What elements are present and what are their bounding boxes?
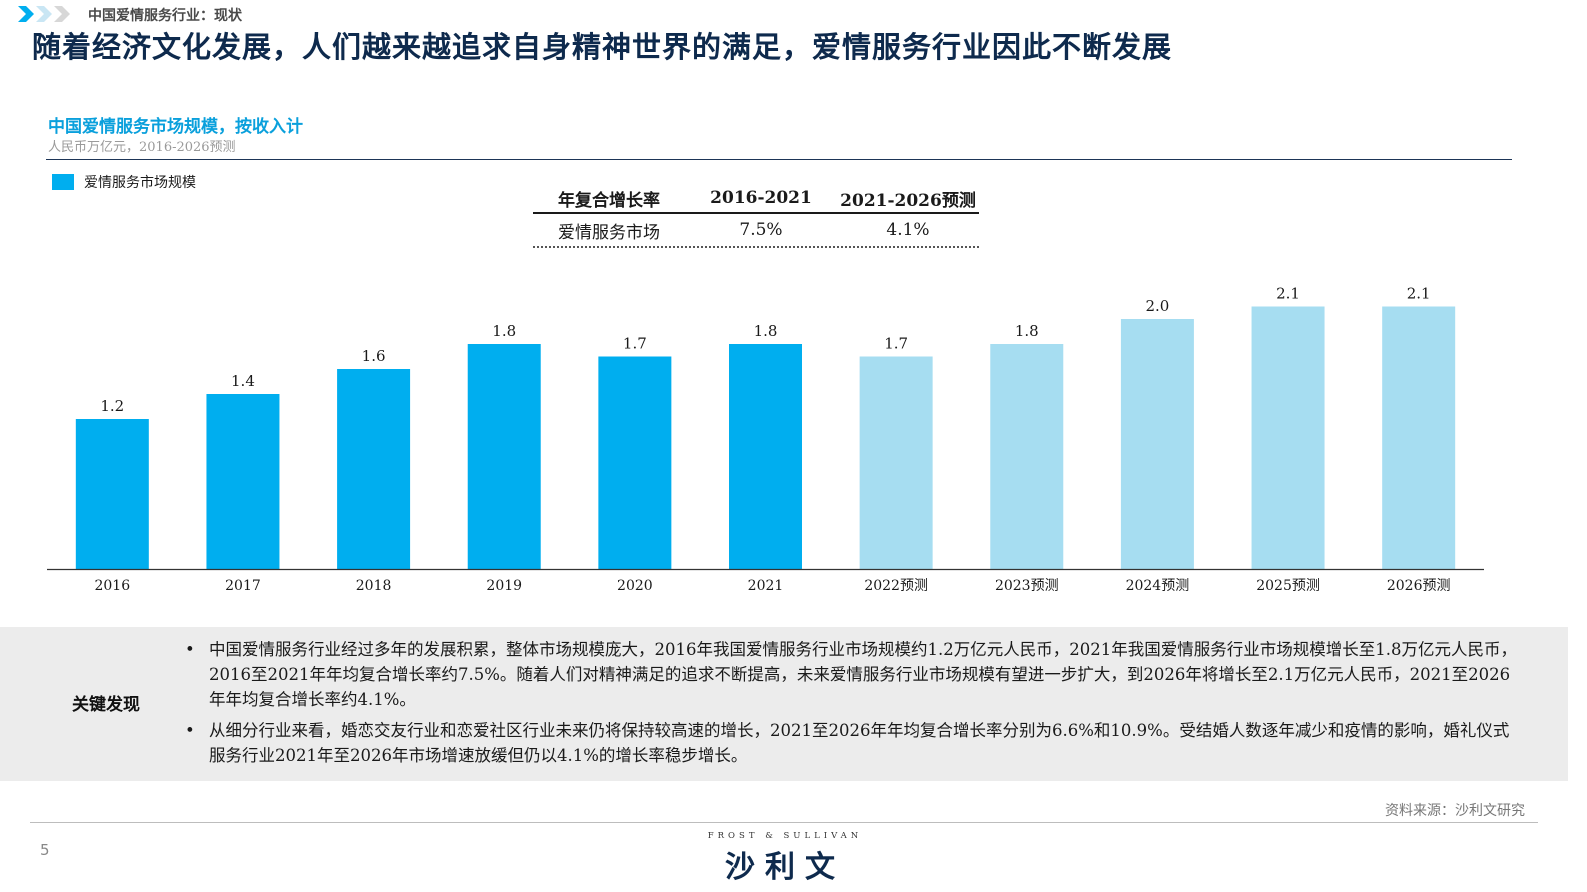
bar-chart: 1.2 2016 1.4 2017 1.6 2018 1.8 2019 1.7 2020 1.8 20…	[47, 285, 1484, 594]
data-label: 1.8	[492, 322, 516, 340]
data-label: 1.7	[623, 335, 647, 353]
x-tick-label: 2021	[748, 578, 784, 594]
data-label: 1.4	[231, 372, 255, 390]
logo-text-en: FROST & SULLIVAN	[707, 831, 863, 841]
x-tick-label: 2017	[225, 578, 261, 594]
page-number: 5	[40, 841, 50, 859]
x-tick-label: 2025预测	[1256, 578, 1320, 594]
x-tick-label: 2026预测	[1387, 578, 1451, 594]
cagr-table-row: 爱情服务市场 7.5% 4.1%	[533, 214, 979, 248]
key-findings-label: 关键发现	[72, 695, 140, 715]
source-note: 资料来源：沙利文研究	[1385, 803, 1525, 819]
x-tick-label: 2020	[617, 578, 653, 594]
x-tick-label: 2018	[356, 578, 392, 594]
data-label: 1.2	[100, 397, 124, 415]
key-findings-list: 中国爱情服务行业经过多年的发展积累，整体市场规模庞大，2016年我国爱情服务行业…	[185, 637, 1525, 774]
key-findings-panel: 关键发现 中国爱情服务行业经过多年的发展积累，整体市场规模庞大，2016年我国爱…	[0, 627, 1568, 781]
finding-item: 从细分行业来看，婚恋交友行业和恋爱社区行业未来仍将保持较高速的增长，2021至2…	[185, 718, 1525, 768]
bar	[206, 394, 280, 569]
bar	[337, 369, 411, 569]
logo-text-cn: 沙利文	[725, 850, 845, 885]
cagr-table: 年复合增长率 2016-2021 2021-2026预测 爱情服务市场 7.5%…	[533, 184, 979, 248]
chart-title-divider	[46, 159, 1512, 160]
cagr-value-period-1: 7.5%	[739, 220, 783, 240]
bar	[75, 419, 149, 569]
cagr-row-label: 爱情服务市场	[558, 222, 660, 243]
x-tick-label: 2016	[94, 578, 130, 594]
data-label: 2.0	[1145, 297, 1169, 315]
cagr-table-header: 年复合增长率 2016-2021 2021-2026预测	[533, 184, 979, 214]
x-tick-label: 2024预测	[1126, 578, 1190, 594]
legend-swatch	[52, 174, 74, 190]
footer-divider	[30, 822, 1538, 823]
page-title: 随着经济文化发展，人们越来越追求自身精神世界的满足，爱情服务行业因此不断发展	[32, 30, 1173, 64]
data-label: 2.1	[1407, 285, 1431, 303]
chart-legend: 爱情服务市场规模	[52, 172, 196, 192]
chevron-arrows-icon	[18, 6, 70, 22]
cagr-header-period-1: 2016-2021	[710, 188, 812, 208]
cagr-header-period-2: 2021-2026预测	[840, 190, 976, 211]
x-tick-label: 2023预测	[995, 578, 1059, 594]
chart-title: 中国爱情服务市场规模，按收入计	[48, 117, 303, 137]
bar	[990, 344, 1064, 569]
data-label: 1.6	[362, 347, 386, 365]
bar	[859, 356, 933, 569]
bar	[467, 344, 541, 569]
data-label: 2.1	[1276, 285, 1300, 303]
bar	[1382, 306, 1456, 569]
cagr-header-label: 年复合增长率	[558, 190, 660, 211]
finding-item: 中国爱情服务行业经过多年的发展积累，整体市场规模庞大，2016年我国爱情服务行业…	[185, 637, 1525, 712]
cagr-value-period-2: 4.1%	[886, 220, 930, 240]
data-label: 1.8	[1015, 322, 1039, 340]
bar	[598, 356, 672, 569]
legend-label: 爱情服务市场规模	[84, 175, 196, 191]
data-label: 1.7	[884, 335, 908, 353]
bar	[729, 344, 802, 569]
x-tick-label: 2019	[486, 578, 522, 594]
data-label: 1.8	[754, 322, 778, 340]
bar	[1251, 306, 1325, 569]
chart-subtitle: 人民币万亿元，2016-2026预测	[48, 140, 236, 155]
breadcrumb: 中国爱情服务行业：现状	[88, 8, 242, 24]
bar	[1120, 319, 1194, 569]
x-tick-label: 2022预测	[864, 578, 928, 594]
